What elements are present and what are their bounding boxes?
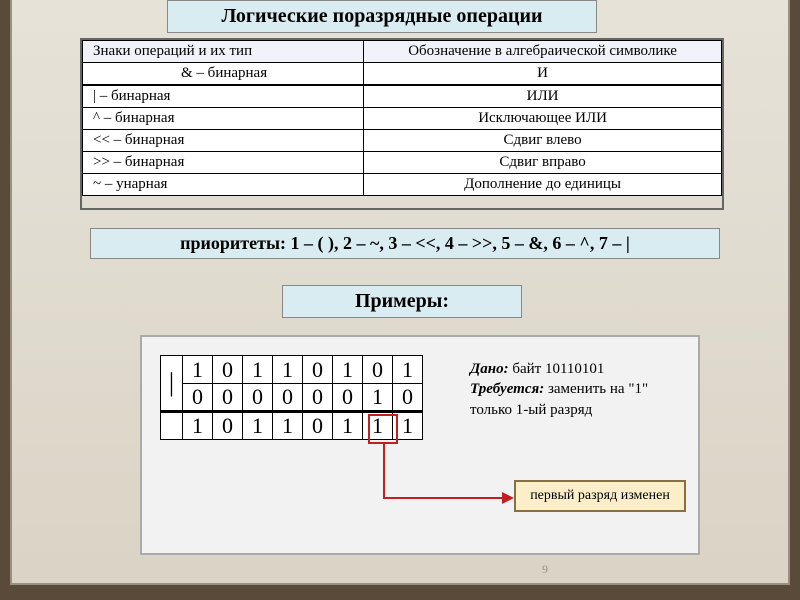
problem-text: Дано: байт 10110101 Требуется: заменить … [470, 359, 690, 420]
priority-box: приоритеты: 1 – ( ), 2 – ~, 3 – <<, 4 – … [90, 228, 720, 259]
bit-cell: 0 [273, 384, 303, 412]
bit-cell: 0 [303, 412, 333, 440]
ops-row: << – бинарная Сдвиг влево [83, 130, 722, 152]
bits-table: | 1 0 1 1 0 1 0 1 0 0 0 0 0 0 1 0 [160, 355, 423, 440]
ops-cell: И [364, 63, 722, 86]
ops-row: ~ – унарная Дополнение до единицы [83, 174, 722, 196]
arrow-segment [383, 444, 385, 499]
bits-row-a: | 1 0 1 1 0 1 0 1 [161, 356, 423, 384]
bit-cell: 0 [213, 384, 243, 412]
bit-cell: 0 [303, 356, 333, 384]
ops-cell: | – бинарная [83, 85, 364, 108]
operator-blank [161, 412, 183, 440]
arrow-segment [383, 497, 508, 499]
ops-row: ^ – бинарная Исключающее ИЛИ [83, 108, 722, 130]
ops-cell: Дополнение до единицы [364, 174, 722, 196]
operations-table: Знаки операций и их тип Обозначение в ал… [82, 40, 722, 196]
priority-label: приоритеты: [180, 233, 286, 253]
req-label: Требуется: [470, 381, 544, 397]
bit-cell: 0 [363, 356, 393, 384]
bit-cell: 0 [393, 384, 423, 412]
slide-frame: Логические поразрядные операции Знаки оп… [10, 0, 790, 585]
ops-cell: >> – бинарная [83, 152, 364, 174]
bit-cell: 1 [273, 356, 303, 384]
ops-cell: Исключающее ИЛИ [364, 108, 722, 130]
ops-header-1: Обозначение в алгебраической символике [364, 41, 722, 63]
bits-row-b: 0 0 0 0 0 0 1 0 [161, 384, 423, 412]
ops-cell: ^ – бинарная [83, 108, 364, 130]
ops-cell: Сдвиг вправо [364, 152, 722, 174]
ops-cell: ИЛИ [364, 85, 722, 108]
bit-cell: 1 [393, 356, 423, 384]
bit-cell: 0 [333, 384, 363, 412]
ops-row: | – бинарная ИЛИ [83, 85, 722, 108]
given-text: байт 10110101 [509, 361, 605, 377]
bit-cell: 1 [243, 412, 273, 440]
ops-cell: Сдвиг влево [364, 130, 722, 152]
bit-cell: 0 [213, 356, 243, 384]
footer-page: 9 [542, 562, 548, 577]
bit-cell: 1 [243, 356, 273, 384]
ops-row: & – бинарная И [83, 63, 722, 86]
bit-cell: 0 [213, 412, 243, 440]
bit-cell: 1 [273, 412, 303, 440]
operator-cell: | [161, 356, 183, 412]
ops-header-0: Знаки операций и их тип [83, 41, 364, 63]
result-box: первый разряд изменен [514, 480, 686, 512]
slide-title: Логические поразрядные операции [167, 0, 597, 33]
bit-cell: 0 [243, 384, 273, 412]
ops-cell: & – бинарная [83, 63, 364, 86]
bit-cell: 1 [363, 384, 393, 412]
bit-cell: 1 [183, 356, 213, 384]
bit-cell: 1 [333, 412, 363, 440]
examples-title: Примеры: [282, 285, 522, 318]
ops-cell: << – бинарная [83, 130, 364, 152]
priority-text: 1 – ( ), 2 – ~, 3 – <<, 4 – >>, 5 – &, 6… [286, 233, 630, 253]
given-label: Дано: [470, 361, 509, 377]
bit-cell: 0 [303, 384, 333, 412]
bit-cell: 1 [333, 356, 363, 384]
bit-cell: 1 [363, 412, 393, 440]
ops-row: >> – бинарная Сдвиг вправо [83, 152, 722, 174]
bit-cell: 0 [183, 384, 213, 412]
arrow-head-icon [502, 492, 514, 504]
bit-cell: 1 [393, 412, 423, 440]
bit-cell: 1 [183, 412, 213, 440]
ops-cell: ~ – унарная [83, 174, 364, 196]
bits-row-result: 1 0 1 1 0 1 1 1 [161, 412, 423, 440]
example-panel: | 1 0 1 1 0 1 0 1 0 0 0 0 0 0 1 0 [140, 335, 700, 555]
